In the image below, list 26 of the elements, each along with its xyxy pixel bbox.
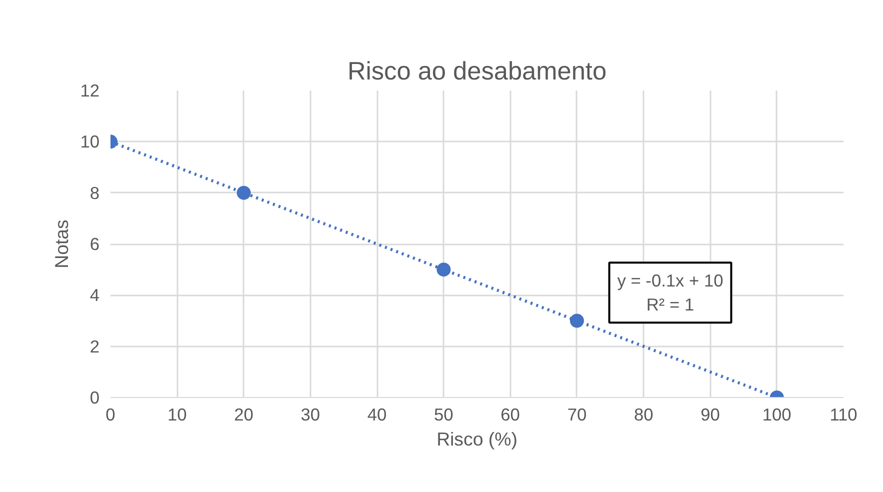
- annotation: R² = 1: [646, 294, 694, 315]
- y-tick-label: 4: [90, 285, 100, 306]
- x-tick-label: 110: [830, 404, 858, 424]
- x-tick-label: 80: [634, 404, 654, 424]
- point: [436, 262, 451, 277]
- x-tick-label: 100: [762, 404, 792, 424]
- x-tick-label: 10: [168, 404, 187, 424]
- point: [570, 314, 584, 328]
- y-axis-title: Notas: [51, 220, 72, 268]
- x-tick-label: 60: [500, 404, 520, 424]
- y-tick-label: 10: [80, 132, 100, 152]
- x-tick-label: 30: [300, 404, 320, 424]
- x-tick-label: 70: [567, 404, 587, 424]
- chart-title: Risco ao desabamento: [347, 58, 607, 86]
- y-tick-label: 0: [90, 388, 100, 408]
- y-tick-label: 12: [80, 80, 100, 100]
- x-tick-label: 20: [234, 404, 254, 424]
- y-tick-label: 8: [90, 182, 100, 203]
- x-tick-label: 40: [367, 404, 387, 424]
- x-tick-label: 90: [700, 404, 720, 424]
- y-tick-label: 6: [90, 234, 100, 254]
- annotation: y = -0.1x + 10: [617, 270, 724, 291]
- x-tick-label: 50: [434, 404, 454, 424]
- y-tick-label: 2: [90, 336, 100, 356]
- x-tick-label: 0: [106, 404, 116, 424]
- x-axis-title: Risco (%): [436, 428, 518, 450]
